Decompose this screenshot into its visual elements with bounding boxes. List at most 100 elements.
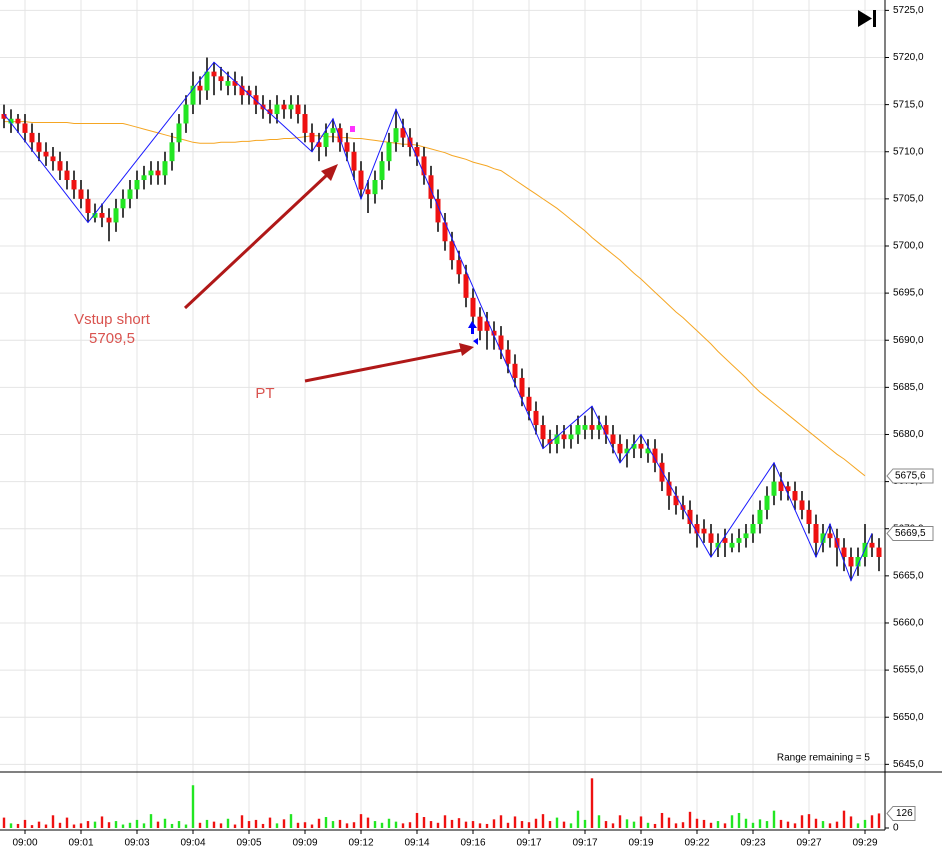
volume-bar bbox=[534, 818, 538, 828]
volume-bar bbox=[163, 818, 167, 828]
volume-bar bbox=[849, 816, 853, 828]
volume-bar bbox=[814, 818, 818, 828]
volume-bar bbox=[310, 824, 314, 828]
candle-body bbox=[582, 425, 588, 430]
candle-body bbox=[365, 189, 371, 195]
arrow-head bbox=[459, 343, 474, 356]
x-tick-label: 09:17 bbox=[516, 838, 541, 849]
candle-body bbox=[568, 434, 574, 440]
candle-body bbox=[211, 71, 217, 77]
volume-bar bbox=[765, 821, 769, 828]
volume-bar bbox=[254, 819, 258, 828]
volume-bar bbox=[261, 823, 265, 828]
volume-bar bbox=[436, 822, 440, 828]
volume-bar bbox=[226, 818, 230, 828]
volume-bar bbox=[786, 821, 790, 828]
x-tick-label: 09:19 bbox=[628, 838, 653, 849]
candle-body bbox=[218, 76, 224, 82]
y-tick-label: 5705,0 bbox=[893, 194, 924, 205]
candle-body bbox=[869, 542, 875, 548]
candle-body bbox=[379, 161, 385, 181]
candle-body bbox=[498, 335, 504, 350]
x-tick-label: 09:09 bbox=[292, 838, 317, 849]
candle-body bbox=[134, 180, 140, 190]
candle-body bbox=[288, 104, 294, 110]
signal-arrow bbox=[468, 321, 477, 334]
y-tick-label: 5655,0 bbox=[893, 665, 924, 676]
volume-bar bbox=[695, 818, 699, 828]
axis-layer: 5725,0 5720,0 5715,0 5710,0 5705,0 5700,0 5695… bbox=[12, 5, 934, 849]
play-icon[interactable] bbox=[858, 10, 872, 27]
candle-body bbox=[155, 170, 161, 176]
volume-bar bbox=[793, 823, 797, 828]
candle-body bbox=[575, 425, 581, 435]
annotation: 5709,5 bbox=[89, 330, 135, 347]
candle-body bbox=[197, 85, 203, 91]
annotation: PT bbox=[255, 385, 274, 402]
candle-body bbox=[225, 81, 231, 86]
candle-body bbox=[36, 142, 42, 152]
candle-body bbox=[855, 557, 861, 567]
candle-body bbox=[526, 396, 532, 411]
candle-body bbox=[295, 104, 301, 115]
volume-bar bbox=[569, 823, 573, 828]
candle-body bbox=[778, 481, 784, 492]
x-tick-label: 09:14 bbox=[404, 838, 429, 849]
signal-marker bbox=[473, 338, 478, 345]
candle-body bbox=[785, 486, 791, 492]
candle-body bbox=[414, 147, 420, 157]
y-tick-label: 5700,0 bbox=[893, 241, 924, 252]
end-bar-icon[interactable] bbox=[873, 10, 876, 27]
x-tick-label: 09:12 bbox=[348, 838, 373, 849]
candle-body bbox=[435, 198, 441, 223]
volume-bar bbox=[338, 819, 342, 828]
volume-bar bbox=[709, 822, 713, 828]
end-button[interactable] bbox=[858, 10, 876, 27]
candle-body bbox=[106, 217, 112, 223]
volume-bar bbox=[632, 821, 636, 828]
volume-marker bbox=[886, 805, 916, 821]
volume-bar bbox=[128, 822, 132, 828]
volume-bar bbox=[282, 819, 286, 828]
x-tick-label: 09:01 bbox=[68, 838, 93, 849]
candle-body bbox=[372, 180, 378, 195]
volume-bar bbox=[247, 821, 251, 828]
x-tick-label: 09:22 bbox=[684, 838, 709, 849]
volume-bar bbox=[184, 824, 188, 828]
candle-body bbox=[743, 533, 749, 539]
volume-bar bbox=[464, 821, 468, 828]
volume-bar bbox=[16, 823, 20, 828]
candle-body bbox=[652, 448, 658, 463]
candle-body bbox=[463, 274, 469, 298]
volume-bar bbox=[667, 817, 671, 828]
volume-bar bbox=[366, 817, 370, 828]
volume-bar bbox=[317, 818, 321, 828]
zigzag-line bbox=[3, 61, 873, 582]
candle-body bbox=[617, 443, 623, 454]
candle-body bbox=[330, 128, 336, 133]
volume-bar bbox=[758, 819, 762, 828]
candle-body bbox=[85, 198, 91, 213]
volume-bar bbox=[429, 821, 433, 828]
x-tick-label: 09:05 bbox=[236, 838, 261, 849]
volume-bar bbox=[541, 814, 545, 828]
volume-bar bbox=[107, 822, 111, 828]
candle-body bbox=[708, 533, 714, 543]
volume-bar bbox=[737, 812, 741, 828]
volume-bar bbox=[513, 816, 517, 828]
candle-body bbox=[162, 161, 168, 176]
volume-bar bbox=[415, 812, 419, 828]
candle-body bbox=[351, 151, 357, 171]
candle-body bbox=[715, 542, 721, 548]
volume-bar bbox=[492, 819, 496, 828]
candle-body bbox=[722, 538, 728, 543]
candle-body bbox=[43, 151, 49, 157]
volume-bar bbox=[478, 823, 482, 828]
candle-body bbox=[274, 104, 280, 115]
volume-bar bbox=[205, 819, 209, 828]
volume-bar bbox=[730, 815, 734, 828]
price-marker-label: 5669,5 bbox=[895, 528, 926, 539]
x-tick-label: 09:27 bbox=[796, 838, 821, 849]
volume-bar bbox=[821, 821, 825, 828]
candle-body bbox=[57, 161, 63, 171]
